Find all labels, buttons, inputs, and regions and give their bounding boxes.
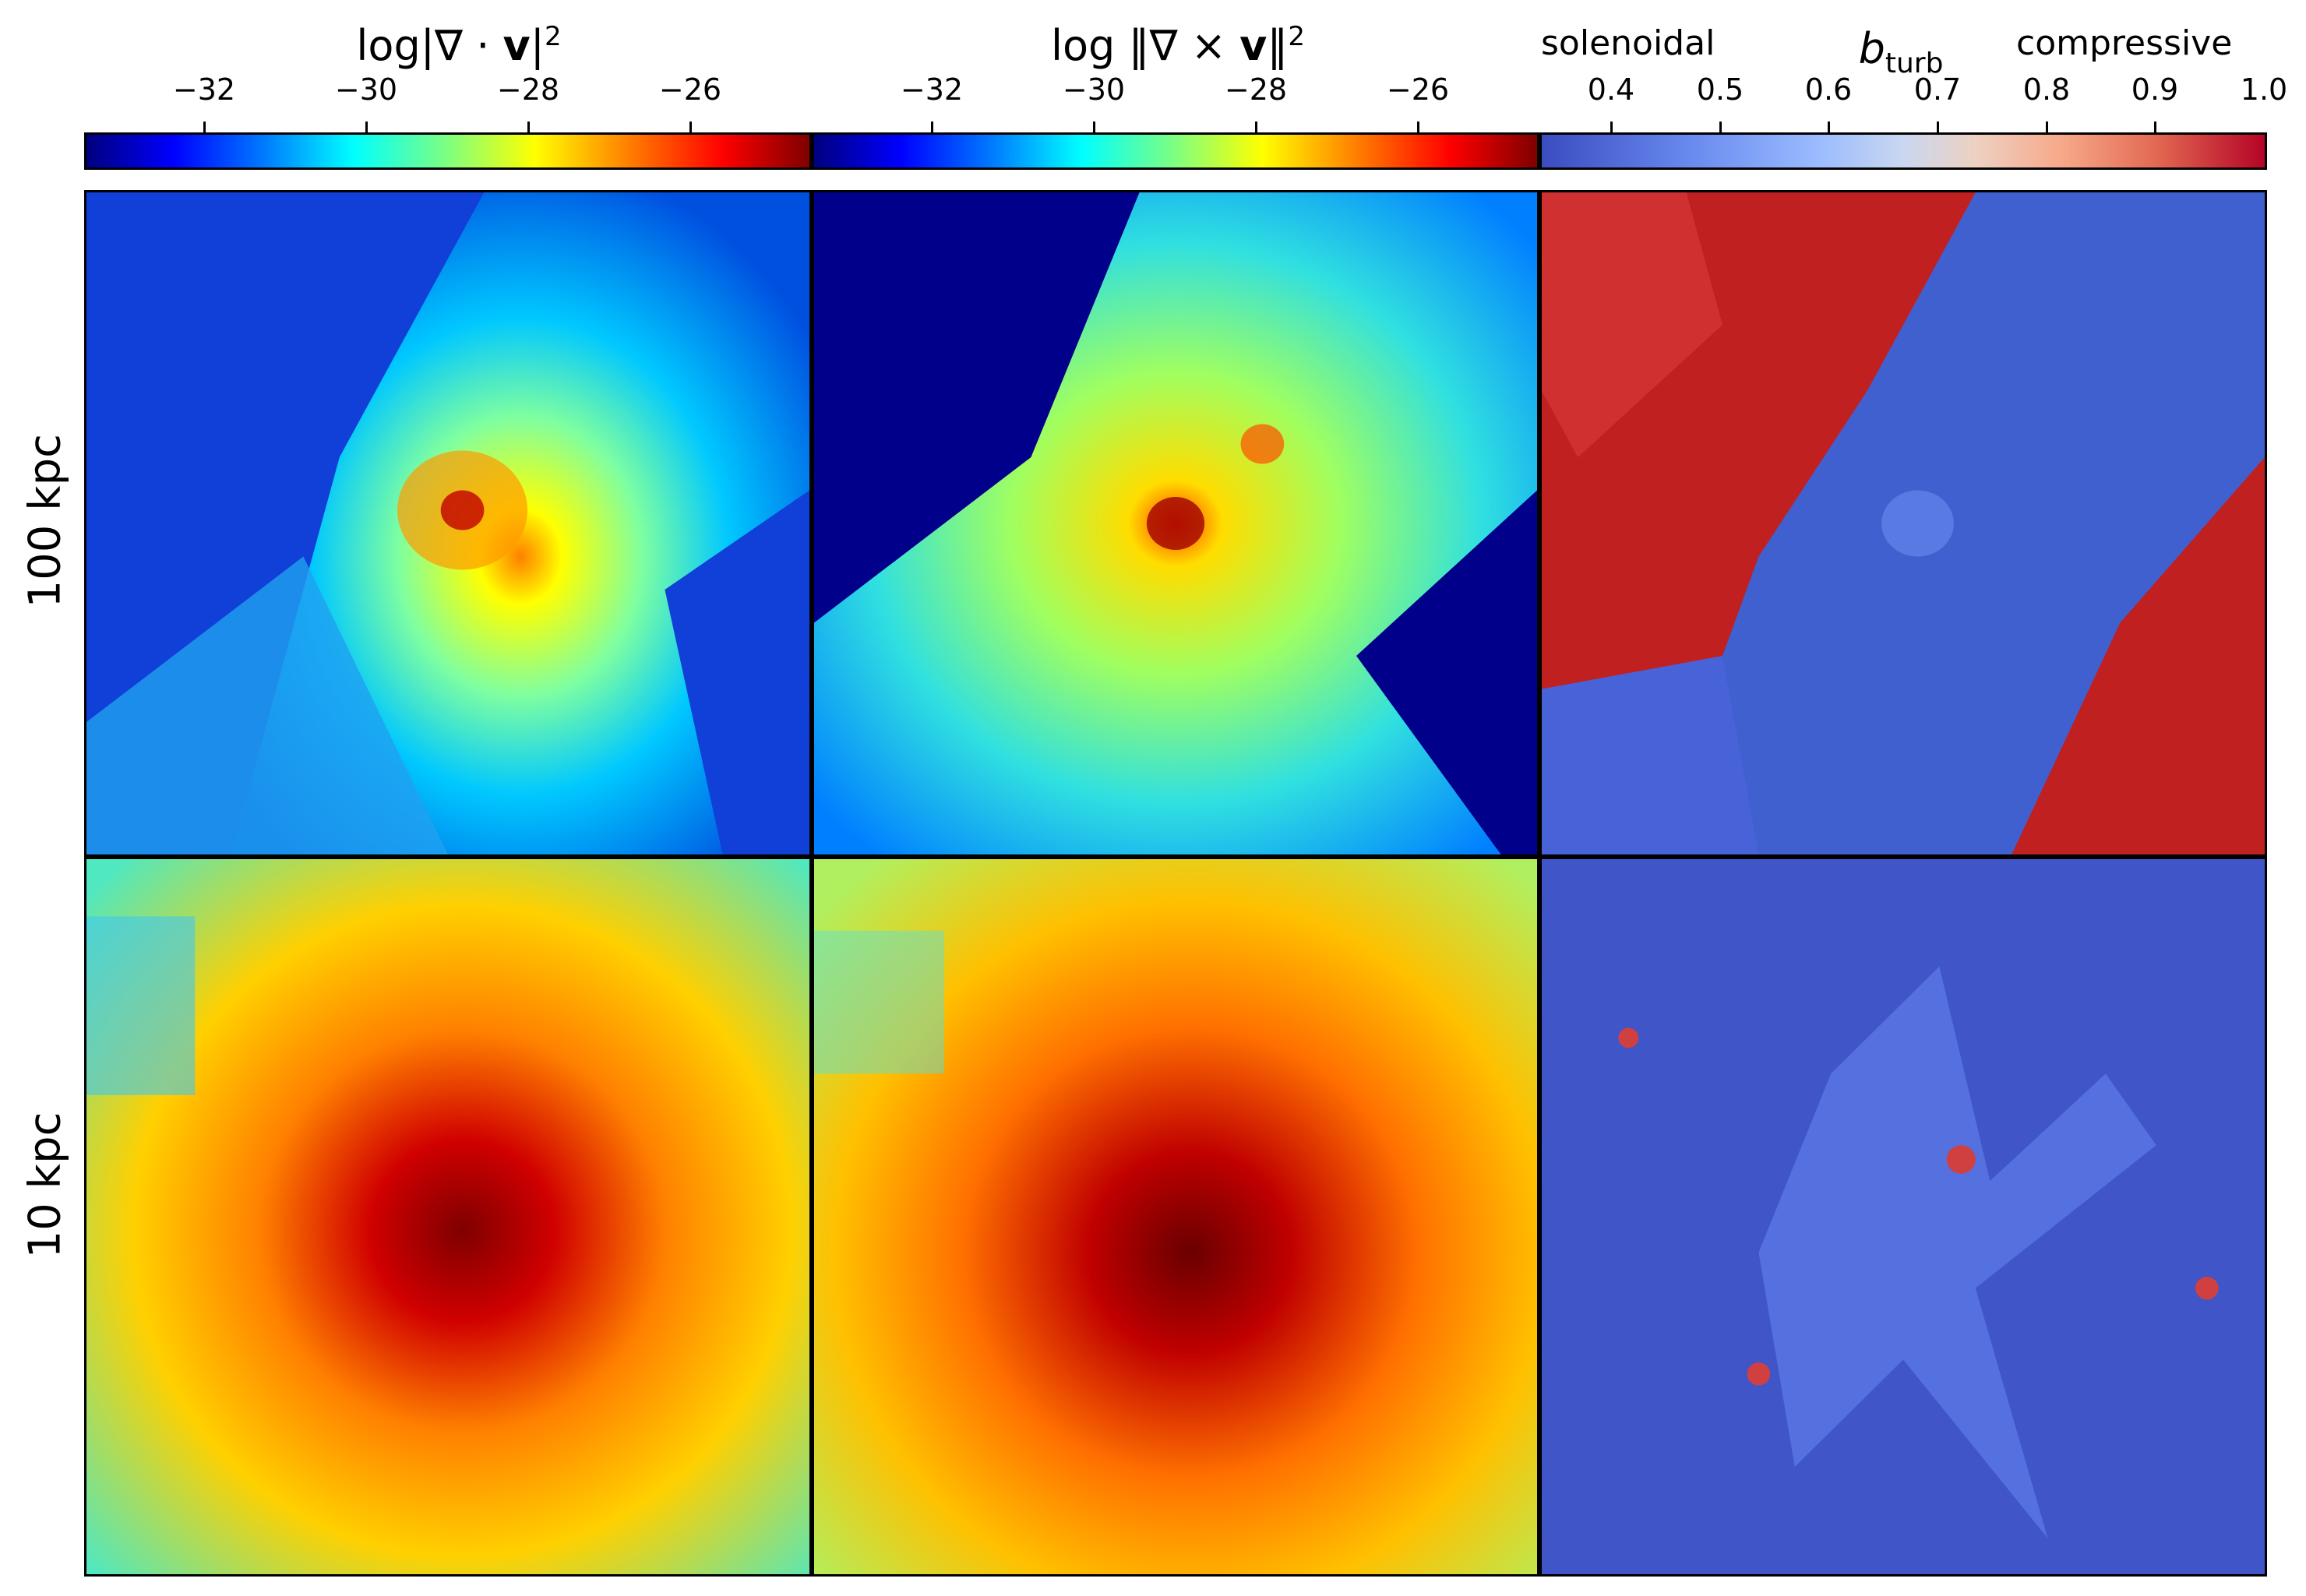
tick-label: −30 [1062, 72, 1126, 107]
row-label-10kpc: 10 kpc [19, 1112, 71, 1259]
colorbar-title-bturb: bturb [1858, 24, 1944, 79]
tick-label: −26 [1386, 72, 1450, 107]
tick-label: −30 [334, 72, 398, 107]
colorbar-jet-1 [84, 132, 812, 170]
colorbar-title-vorticity: log ‖∇ × v‖2 [1050, 21, 1306, 70]
tick-label: 0.8 [2022, 72, 2071, 107]
panel-bturb-10kpc [1539, 857, 2267, 1577]
tick-label: −28 [1224, 72, 1288, 107]
tick-label: −28 [496, 72, 560, 107]
colorbar-coolwarm [1539, 132, 2267, 170]
tick-label: −32 [900, 72, 964, 107]
tick-label: 0.6 [1804, 72, 1853, 107]
row-label-100kpc: 100 kpc [19, 434, 71, 608]
tick-label: −32 [172, 72, 236, 107]
panel-vorticity-10kpc [812, 857, 1539, 1577]
panel-divergence-10kpc [84, 857, 812, 1577]
panel-vorticity-100kpc [812, 190, 1539, 857]
tick-label: 0.4 [1587, 72, 1635, 107]
tick-label: −26 [658, 72, 722, 107]
tick-label: 0.7 [1913, 72, 1962, 107]
tick-label: 0.9 [2131, 72, 2179, 107]
tick-label: 1.0 [2240, 72, 2288, 107]
panel-bturb-100kpc [1539, 190, 2267, 857]
panel-divergence-100kpc [84, 190, 812, 857]
colorbar-title-divergence: log|∇ · v|2 [356, 21, 562, 70]
compressive-label: compressive [2016, 23, 2233, 63]
colorbar-jet-2 [812, 132, 1539, 170]
solenoidal-label: solenoidal [1541, 23, 1715, 63]
tick-label: 0.5 [1696, 72, 1744, 107]
